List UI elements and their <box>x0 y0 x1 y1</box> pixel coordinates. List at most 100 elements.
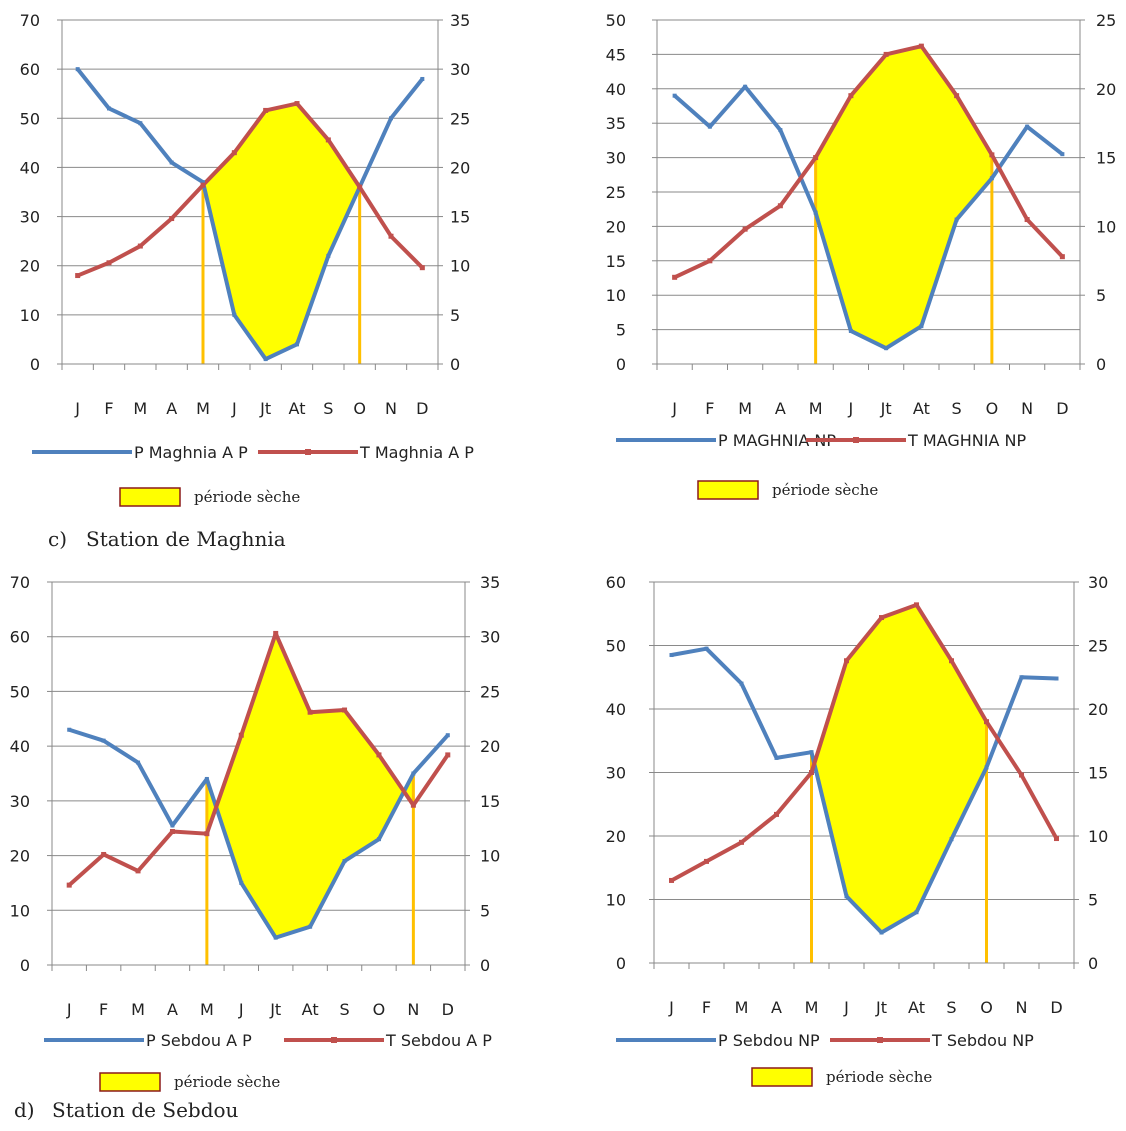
legend-temp-marker <box>853 437 859 443</box>
right-tick-label: 0 <box>480 956 490 975</box>
legend-precip-label: P Sebdou NP <box>718 1031 820 1050</box>
legend-dry-label: période sèche <box>194 488 300 506</box>
precip-point <box>389 116 393 121</box>
x-tick-label: N <box>1016 998 1028 1017</box>
left-tick-label: 25 <box>606 183 626 202</box>
precip-point <box>204 776 209 781</box>
precip-point <box>295 342 299 347</box>
precip-point <box>739 681 744 686</box>
left-tick-label: 60 <box>10 628 30 647</box>
x-tick-label: S <box>339 1000 349 1019</box>
temp-point <box>984 719 989 725</box>
right-tick-label: 10 <box>450 257 470 276</box>
x-tick-label: O <box>353 399 366 418</box>
x-tick-label: Jt <box>875 998 887 1017</box>
temp-point <box>135 868 141 874</box>
x-tick-label: J <box>66 1000 72 1019</box>
x-tick-label: At <box>302 1000 319 1019</box>
temp-point <box>739 839 744 845</box>
precip-point <box>101 738 106 743</box>
precip-point <box>445 733 450 738</box>
precip-point <box>308 924 313 929</box>
right-tick-label: 0 <box>1088 954 1098 973</box>
x-tick-label: F <box>702 998 711 1017</box>
temp-point <box>66 882 72 888</box>
x-tick-label: D <box>1056 399 1068 418</box>
precip-point <box>170 823 175 828</box>
right-tick-label: 30 <box>1088 573 1108 592</box>
left-tick-label: 30 <box>606 149 626 168</box>
right-tick-label: 20 <box>1088 700 1108 719</box>
temp-point <box>101 851 107 857</box>
temp-point <box>989 152 995 158</box>
left-tick-label: 50 <box>606 11 626 30</box>
right-tick-label: 25 <box>480 682 500 701</box>
temp-point <box>704 858 709 864</box>
precip-point <box>848 328 853 333</box>
precip-line <box>671 646 1057 935</box>
precip-point <box>273 935 278 940</box>
temp-line <box>76 101 424 278</box>
precip-point <box>669 653 674 658</box>
right-tick-label: 0 <box>1096 355 1106 374</box>
left-tick-label: 50 <box>606 637 626 656</box>
right-tick-label: 5 <box>1096 286 1106 305</box>
x-tick-label: M <box>133 399 147 418</box>
left-tick-label: 60 <box>20 60 40 79</box>
x-tick-label: Jt <box>880 399 892 418</box>
x-tick-label: J <box>668 998 674 1017</box>
left-tick-label: 10 <box>20 306 40 325</box>
left-tick-label: 20 <box>20 257 40 276</box>
right-tick-label: 35 <box>450 11 470 30</box>
right-tick-label: 5 <box>450 306 460 325</box>
left-tick-label: 10 <box>606 891 626 910</box>
left-tick-label: 15 <box>606 252 626 271</box>
precip-point <box>743 84 748 89</box>
temp-point <box>879 615 884 621</box>
precip-point <box>420 76 425 81</box>
precip-point <box>919 324 924 329</box>
legend-temp-label: T MAGHNIA NP <box>907 431 1026 450</box>
x-tick-label: O <box>986 399 999 418</box>
precip-point <box>201 180 205 185</box>
x-tick-label: F <box>99 1000 108 1019</box>
temp-point <box>204 831 210 837</box>
x-tick-label: N <box>407 1000 419 1019</box>
temp-point <box>1019 772 1024 778</box>
temp-point <box>419 265 425 271</box>
x-tick-label: Jt <box>269 1000 281 1019</box>
precip-line <box>76 67 424 362</box>
x-tick-label: S <box>946 998 956 1017</box>
legend-dry-swatch <box>751 1067 813 1087</box>
left-tick-label: 0 <box>30 355 40 374</box>
x-tick-label: M <box>738 399 752 418</box>
left-tick-label: 0 <box>616 355 626 374</box>
temp-point <box>376 752 382 758</box>
dry-period-area <box>203 103 360 360</box>
precip-point <box>1054 676 1059 681</box>
temp-point <box>672 274 678 280</box>
legend-dry-label: période sèche <box>826 1068 932 1086</box>
dry-period-area <box>206 633 414 938</box>
legend-temp-label: T Sebdou A P <box>385 1031 492 1050</box>
left-tick-label: 10 <box>10 901 30 920</box>
x-tick-label: At <box>913 399 930 418</box>
x-tick-label: J <box>231 399 237 418</box>
temp-point <box>388 233 394 239</box>
x-tick-label: F <box>705 399 714 418</box>
precip-point <box>411 771 416 776</box>
x-tick-label: A <box>167 1000 178 1019</box>
left-tick-label: 20 <box>606 217 626 236</box>
x-tick-label: M <box>200 1000 214 1019</box>
climate-chart-sebdou-np: 0 10 20 30 40 50 60 0 5 10 15 20 25 30 J F M A M J Jt At S O N D P… <box>606 573 1108 1087</box>
temp-point <box>169 216 175 222</box>
right-tick-label: 30 <box>480 628 500 647</box>
precip-line <box>68 727 450 940</box>
legend-temp-label: T Sebdou NP <box>931 1031 1034 1050</box>
temp-point <box>200 182 206 188</box>
temp-point <box>325 137 331 143</box>
legend-precip-label: P Maghnia A P <box>134 443 248 462</box>
legend-precip-marker <box>92 1038 96 1042</box>
legend-precip-label: P MAGHNIA NP <box>718 431 836 450</box>
legend-temp-marker <box>305 449 311 455</box>
